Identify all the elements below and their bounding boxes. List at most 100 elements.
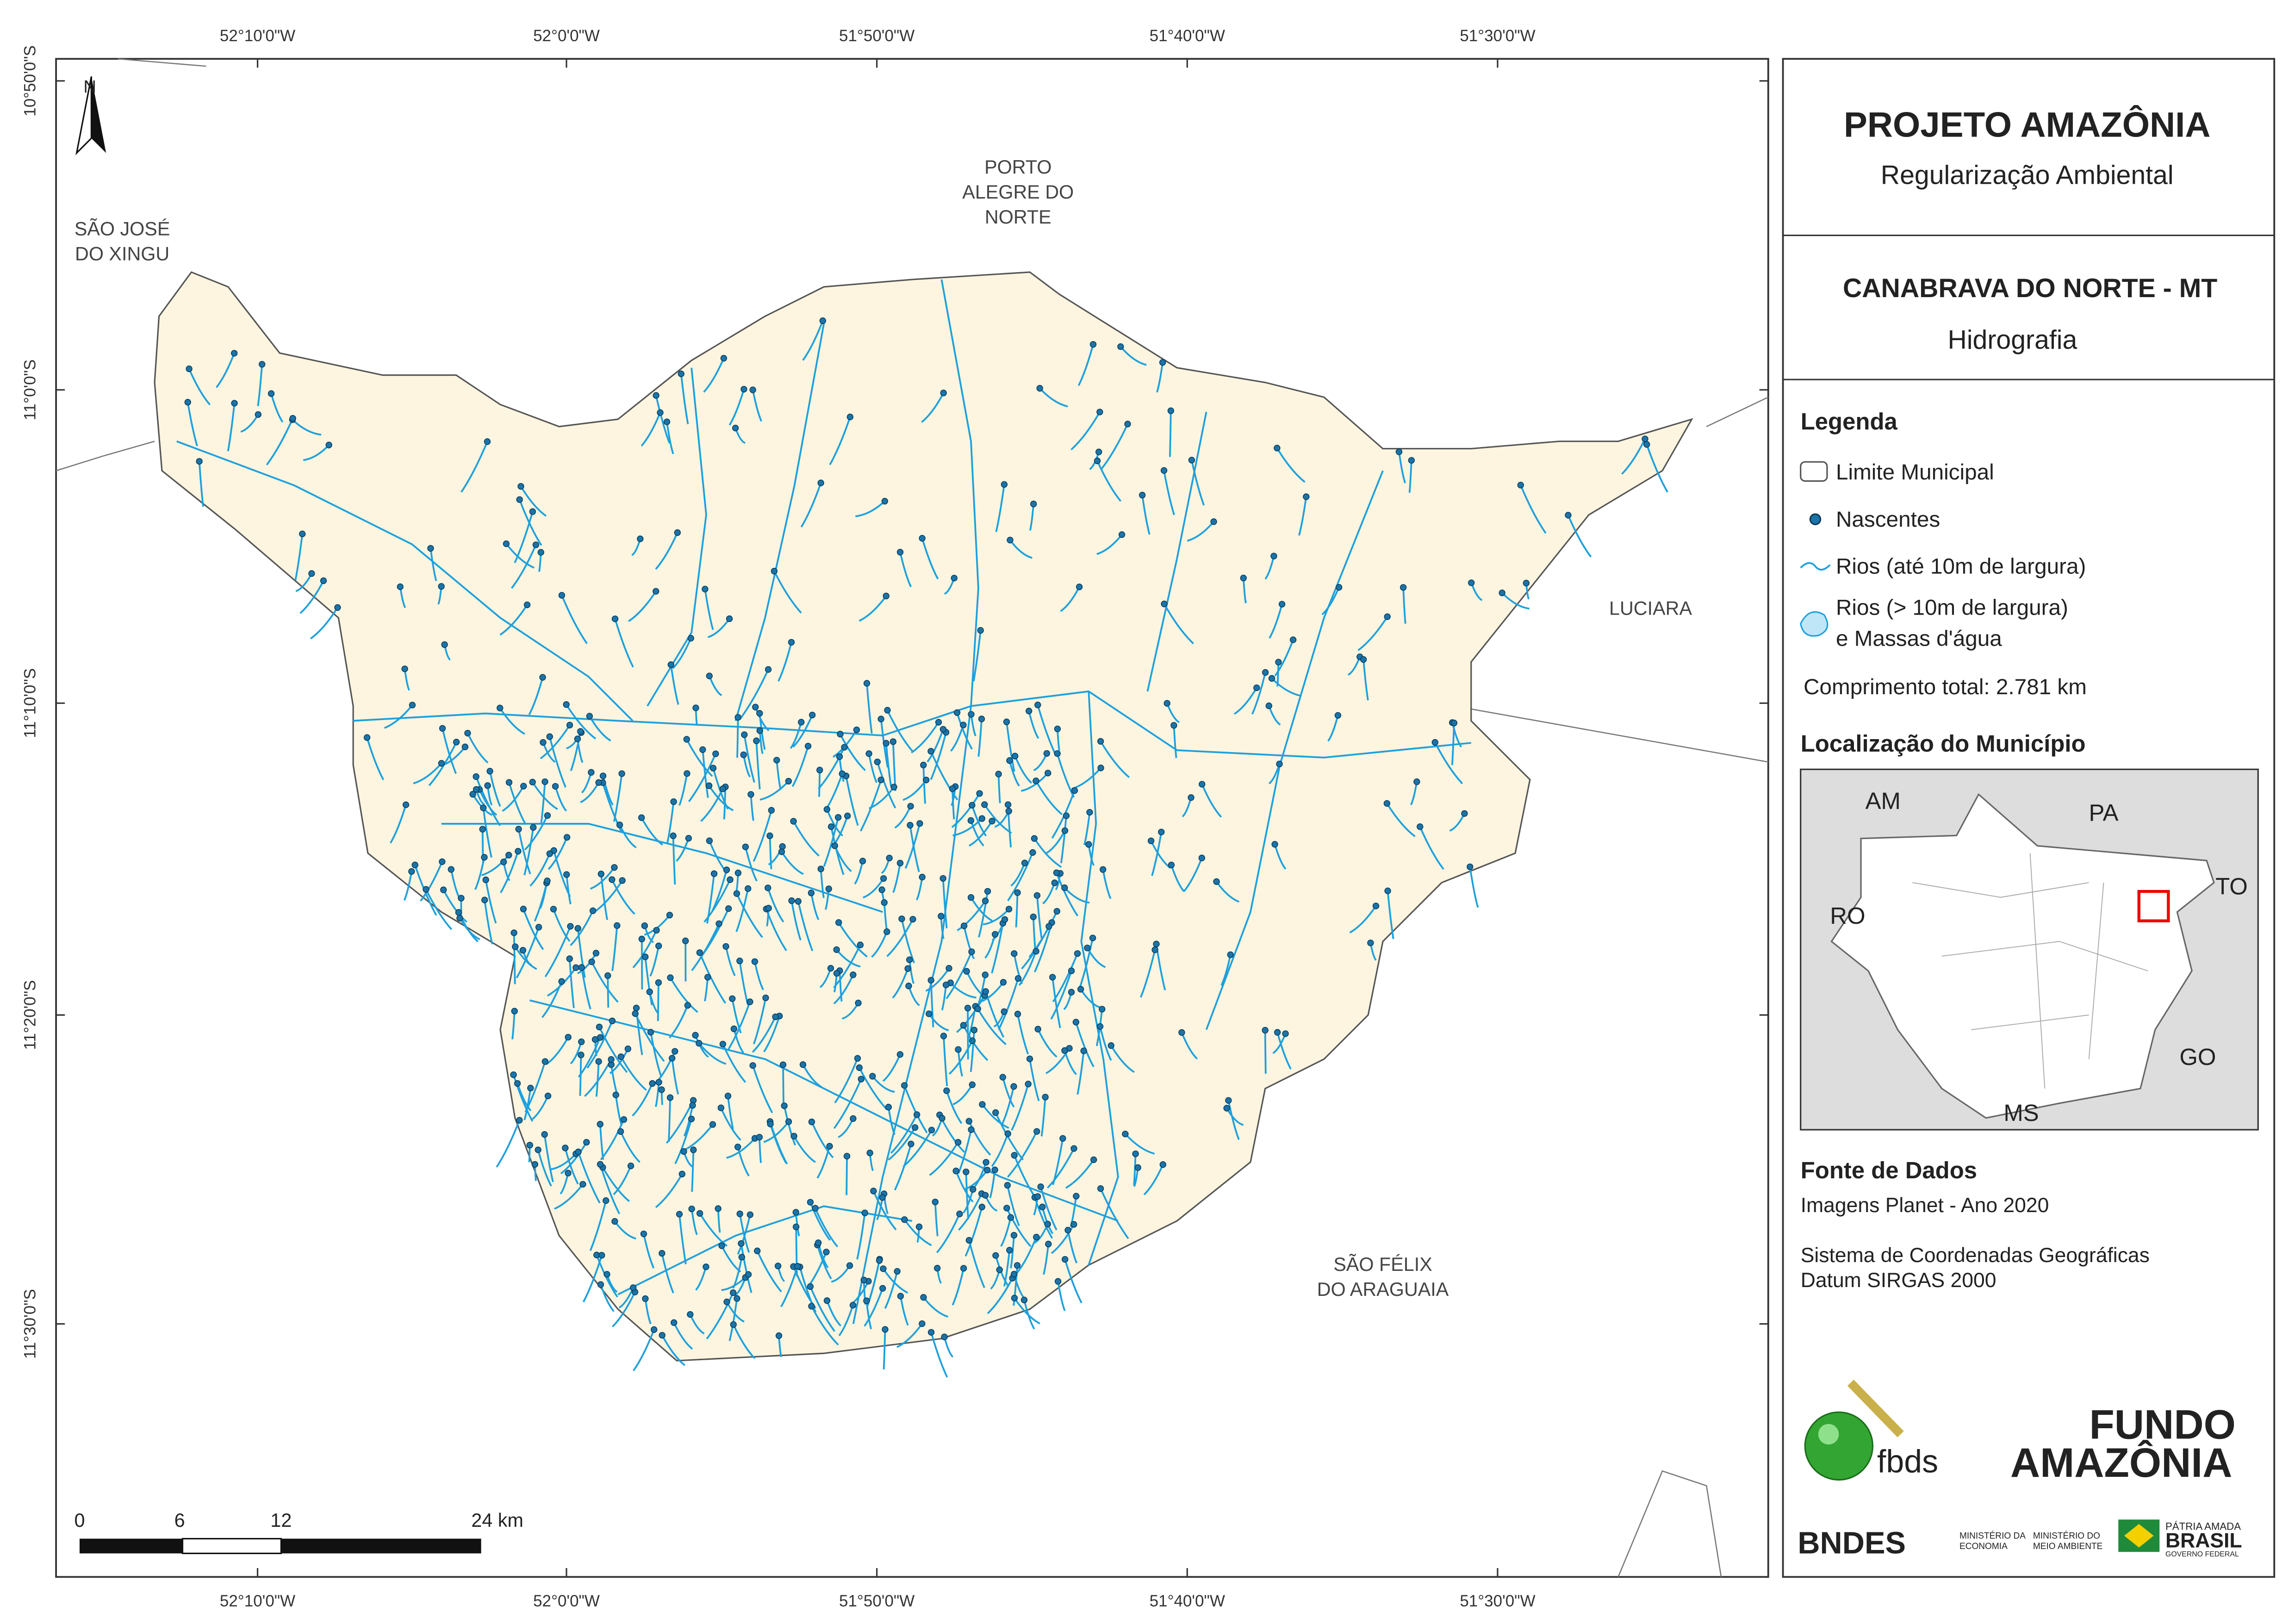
spring: [1061, 884, 1068, 891]
river: [839, 971, 843, 1002]
spring: [978, 716, 985, 722]
river: [952, 818, 983, 837]
river: [845, 776, 859, 826]
river: [1029, 1058, 1040, 1101]
spring: [756, 1133, 763, 1141]
state-label: PA: [2089, 800, 2118, 826]
spring: [1265, 702, 1273, 709]
river: [740, 1243, 753, 1293]
spring: [586, 713, 593, 720]
spring: [715, 920, 722, 927]
river: [669, 977, 698, 1013]
spring: [527, 1084, 534, 1092]
spring: [969, 802, 976, 809]
spring: [541, 778, 548, 785]
spring: [883, 928, 890, 935]
river: [945, 951, 973, 999]
river: [1057, 1281, 1066, 1312]
river: [1110, 1045, 1135, 1073]
river: [589, 716, 611, 742]
spring: [259, 361, 266, 368]
river: [1013, 1265, 1019, 1306]
spring: [890, 784, 897, 790]
spring: [788, 639, 795, 646]
spring: [905, 983, 912, 989]
spring: [1025, 1081, 1032, 1088]
spring: [520, 906, 527, 913]
spring: [479, 826, 486, 833]
spring: [1384, 613, 1391, 620]
spring: [529, 508, 536, 515]
river: [1047, 1148, 1075, 1188]
spring: [951, 574, 958, 582]
spring: [865, 750, 872, 757]
legend-item: e Massas d'água: [1836, 626, 2002, 651]
river: [856, 1213, 866, 1260]
spring: [1007, 1214, 1014, 1221]
spring: [919, 874, 926, 881]
spring: [672, 1048, 678, 1055]
river: [970, 897, 993, 922]
river: [752, 1016, 777, 1053]
river: [518, 499, 542, 546]
river: [1170, 865, 1185, 892]
river: [1015, 1237, 1038, 1275]
spring: [546, 850, 553, 857]
spring: [1139, 492, 1146, 498]
river: [1007, 1185, 1020, 1226]
river: [537, 1149, 552, 1187]
river: [1140, 949, 1156, 998]
state-label: GO: [2179, 1044, 2216, 1070]
spring: [856, 1064, 863, 1071]
spring: [1117, 343, 1124, 350]
spring: [992, 931, 999, 938]
river: [699, 952, 727, 1004]
river: [632, 930, 658, 969]
river: [972, 630, 982, 682]
spring: [1020, 1296, 1028, 1304]
spring: [440, 886, 447, 893]
spring: [977, 627, 984, 634]
river: [1052, 1138, 1064, 1185]
spring: [196, 458, 203, 465]
spring: [583, 1139, 590, 1146]
spring: [1278, 601, 1286, 608]
spring: [1074, 950, 1081, 957]
spring: [766, 832, 773, 840]
spring: [1270, 553, 1277, 560]
spring: [1360, 656, 1367, 663]
spring: [595, 1058, 602, 1065]
spring: [863, 1297, 870, 1304]
spring: [779, 843, 786, 850]
river: [442, 728, 457, 774]
river: [799, 1266, 817, 1313]
spring: [599, 772, 607, 779]
spring: [685, 835, 692, 842]
spring: [935, 719, 942, 726]
spring: [861, 1209, 868, 1216]
spring: [942, 981, 950, 989]
spring: [1026, 1055, 1033, 1063]
spring: [955, 1139, 962, 1146]
spring: [638, 814, 645, 821]
sources-title: Fonte de Dados: [1801, 1157, 1977, 1183]
river: [413, 762, 442, 784]
spring: [816, 766, 823, 774]
spring: [690, 1146, 697, 1153]
spring: [667, 974, 674, 981]
spring: [1001, 481, 1008, 488]
river: [864, 1288, 884, 1327]
spring: [531, 1161, 538, 1168]
river: [672, 638, 692, 669]
river: [736, 893, 763, 938]
river: [726, 1138, 756, 1159]
spring: [837, 731, 844, 738]
spring: [1001, 1008, 1008, 1015]
spring: [1003, 718, 1010, 725]
river: [582, 1255, 603, 1303]
river: [266, 418, 294, 466]
spring: [1010, 1083, 1017, 1090]
spring: [597, 1281, 604, 1288]
legend-item: Rios (> 10m de largura): [1836, 596, 2068, 620]
river: [759, 780, 790, 801]
